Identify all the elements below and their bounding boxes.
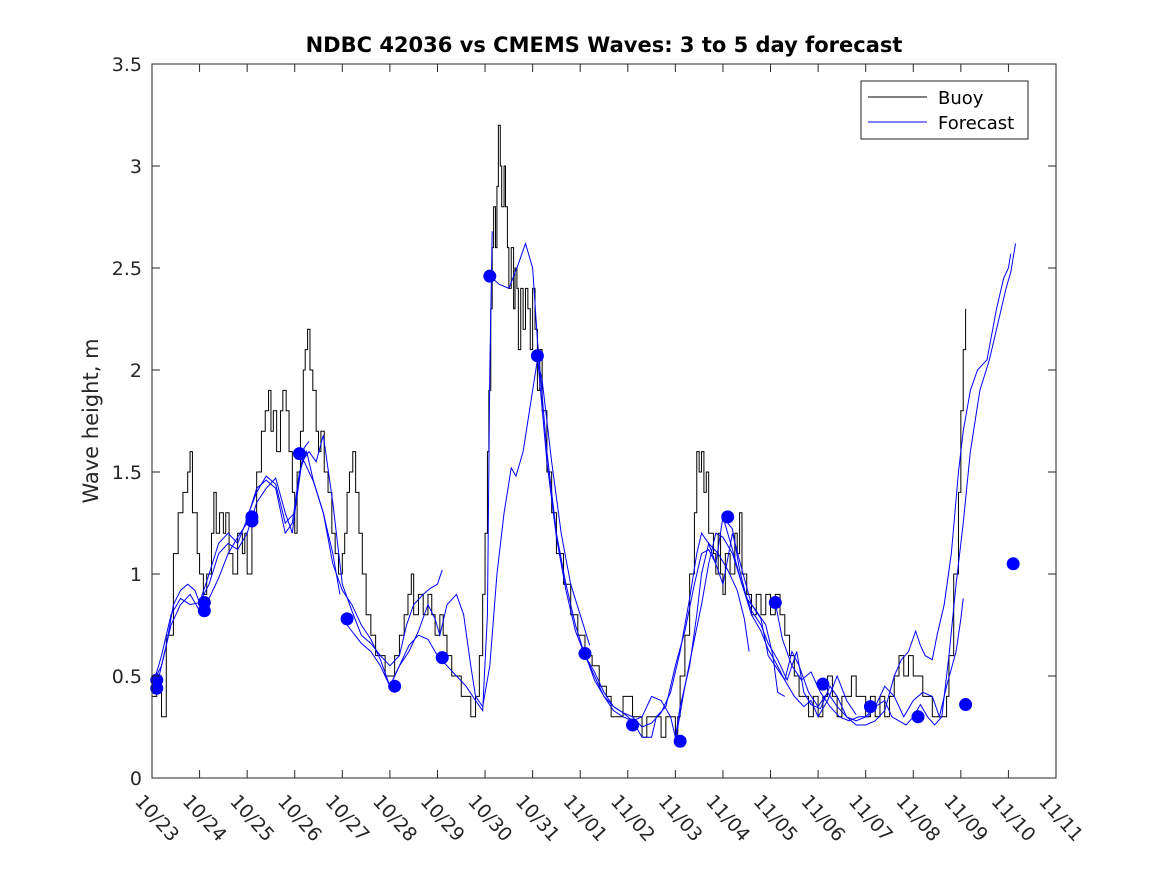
series-line-forecast-4 xyxy=(294,231,493,713)
legend: Buoy Forecast xyxy=(860,80,1029,140)
chart-title: NDBC 42036 vs CMEMS Waves: 3 to 5 day fo… xyxy=(306,33,903,57)
plot-background xyxy=(152,64,1056,778)
forecast-start-marker xyxy=(863,700,877,714)
x-tick-label: 10/26 xyxy=(273,791,326,846)
x-tick-label: 11/04 xyxy=(701,791,754,846)
forecast-start-marker xyxy=(435,651,449,665)
series-line-forecast-11 xyxy=(774,243,1017,726)
marker-layer xyxy=(150,269,1020,748)
forecast-start-marker xyxy=(340,612,354,626)
plot-frame xyxy=(151,63,1057,779)
x-tick-label: 11/08 xyxy=(892,791,945,846)
legend-label-forecast: Forecast xyxy=(938,113,1014,134)
forecast-start-marker xyxy=(673,734,687,748)
series-line-forecast-9 xyxy=(674,532,964,742)
x-tick-label: 10/23 xyxy=(130,791,183,846)
series-line-buoy xyxy=(152,124,967,738)
y-tick-label: 2 xyxy=(130,360,142,382)
y-tick-label: 1.5 xyxy=(112,462,142,484)
y-tick-label: 3.5 xyxy=(112,54,142,76)
x-tick-label: 10/24 xyxy=(178,791,231,846)
forecast-start-marker xyxy=(959,698,973,712)
forecast-start-marker xyxy=(245,514,259,528)
x-tick-label: 10/27 xyxy=(321,791,374,846)
forecast-start-marker xyxy=(626,718,640,732)
y-tick-label: 3 xyxy=(130,156,142,178)
x-tick-label: 10/29 xyxy=(416,791,469,846)
x-tick-label: 11/09 xyxy=(939,791,992,846)
forecast-start-marker xyxy=(911,710,925,724)
y-tick-label: 0 xyxy=(130,768,142,790)
forecast-start-marker xyxy=(388,679,402,693)
x-tick-label: 11/10 xyxy=(987,791,1040,846)
x-tick-label: 11/07 xyxy=(844,791,897,846)
forecast-start-marker xyxy=(292,447,306,461)
x-tick-label: 11/11 xyxy=(1034,791,1087,846)
y-tick-label: 0.5 xyxy=(112,666,142,688)
forecast-start-marker xyxy=(578,647,592,661)
forecast-start-marker xyxy=(768,596,782,610)
x-tick-label: 11/01 xyxy=(558,791,611,846)
forecast-start-marker xyxy=(721,510,735,524)
x-tick-label: 10/25 xyxy=(225,791,278,846)
legend-box xyxy=(860,80,1029,140)
x-tick-label: 11/02 xyxy=(606,791,659,846)
x-tick-label: 10/30 xyxy=(463,791,516,846)
forecast-start-marker xyxy=(1006,557,1020,571)
x-tick-label: 11/06 xyxy=(796,791,849,846)
series-line-forecast-10 xyxy=(722,253,1012,726)
x-tick-label: 11/03 xyxy=(654,791,707,846)
y-tick-label: 1 xyxy=(130,564,142,586)
forecast-start-marker xyxy=(150,681,164,695)
x-tick-label: 10/31 xyxy=(511,791,564,846)
y-axis-label: Wave height, m xyxy=(79,338,103,503)
legend-label-buoy: Buoy xyxy=(938,88,984,109)
forecast-start-marker xyxy=(530,349,544,363)
forecast-start-marker xyxy=(483,269,497,283)
x-tick-label: 10/28 xyxy=(368,791,421,846)
series-layer xyxy=(151,124,1017,742)
x-tick-label: 11/05 xyxy=(749,791,802,846)
forecast-start-marker xyxy=(816,677,830,691)
y-tick-label: 2.5 xyxy=(112,258,142,280)
forecast-start-marker xyxy=(197,604,211,618)
